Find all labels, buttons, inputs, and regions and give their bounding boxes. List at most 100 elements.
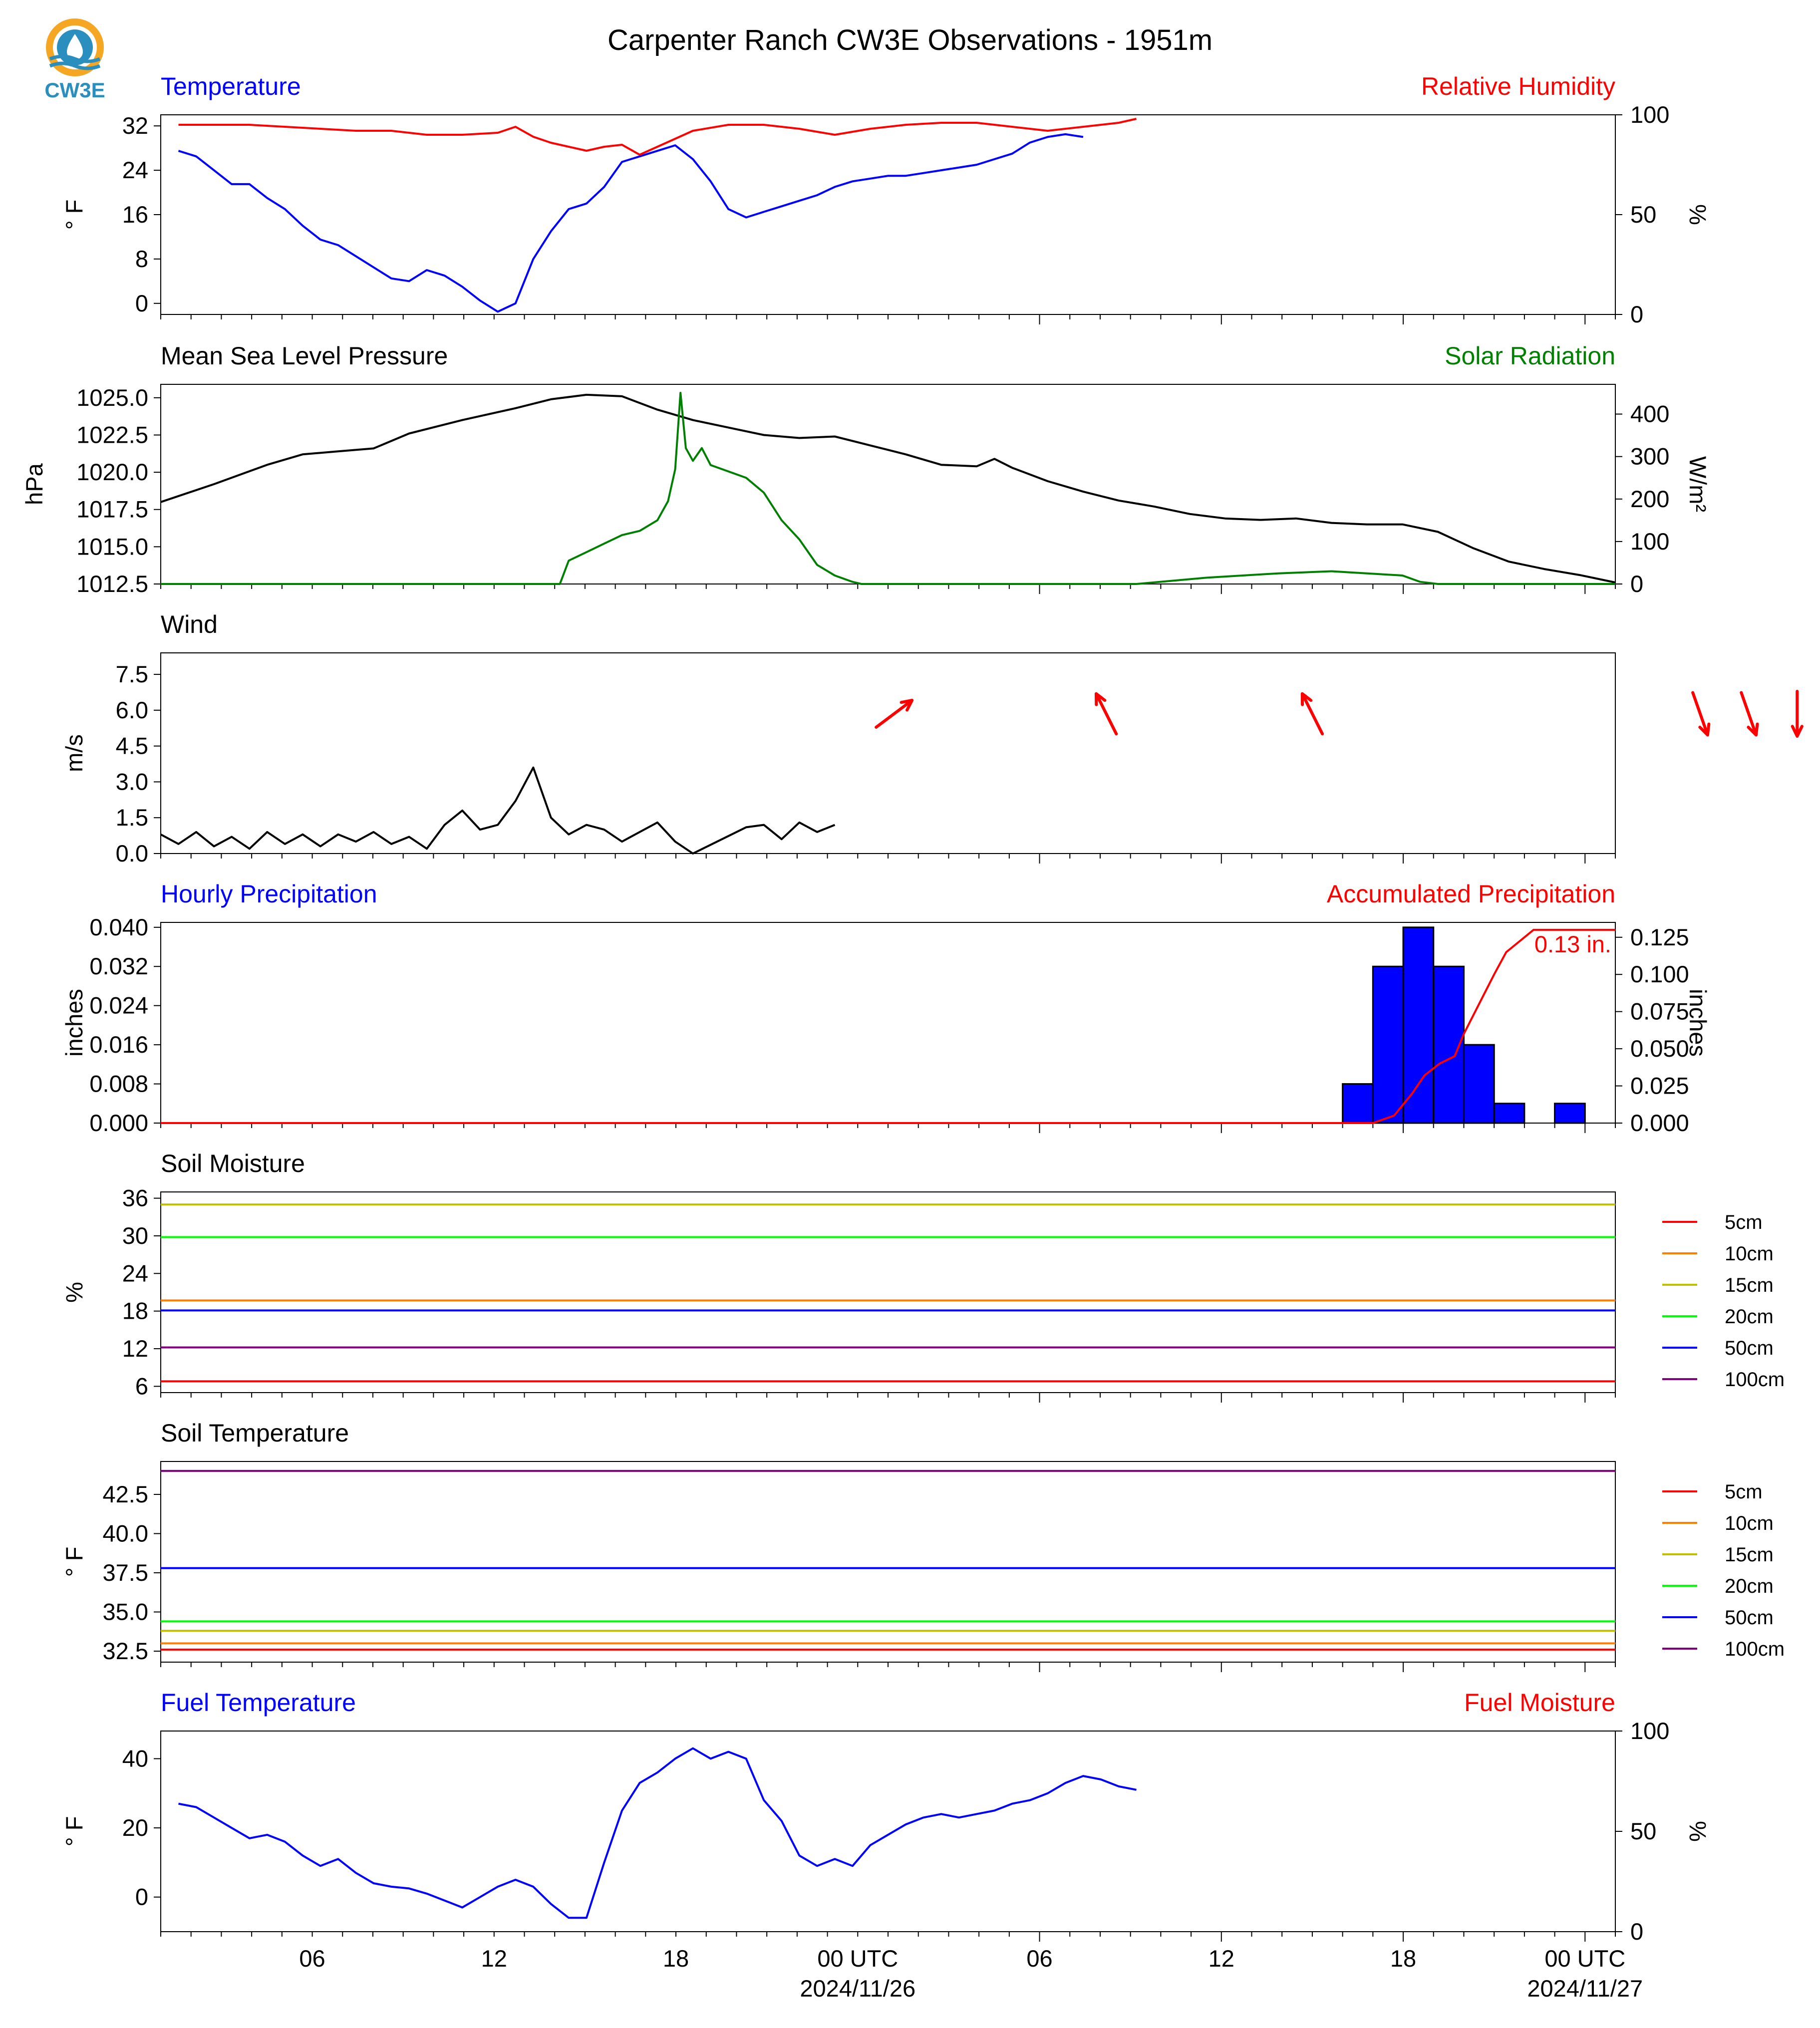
panel-title-left: Soil Temperature (161, 1419, 349, 1447)
y-tick-label: 24 (122, 1260, 148, 1286)
y-tick-label: 36 (122, 1185, 148, 1211)
y-tick-label: 1012.5 (76, 571, 148, 597)
series-line (178, 1747, 1137, 1919)
y-tick-label: 12 (122, 1335, 148, 1362)
legend-label: 20cm (1725, 1306, 1774, 1328)
plot-frame (160, 652, 1616, 854)
legend-label: 10cm (1725, 1243, 1774, 1265)
y-tick-label: 1020.0 (76, 459, 148, 485)
panel-fuel: Fuel Temperature Fuel Moisture 40 20 0 ° F 100… (61, 1689, 1711, 1945)
y-tick-label: 37.5 (103, 1559, 148, 1586)
legend-label: 20cm (1725, 1575, 1774, 1597)
y-tick-label: 0 (135, 290, 148, 316)
y-tick-label: 0.008 (89, 1071, 148, 1097)
series-line (160, 393, 1616, 583)
x-tick-label: 00 UTC (817, 1945, 898, 1972)
y-tick-label-right: 200 (1630, 486, 1669, 512)
y-tick-label: 42.5 (103, 1481, 148, 1507)
panel-title-right: Fuel Moisture (1464, 1689, 1615, 1717)
y-tick-label: 40.0 (103, 1520, 148, 1546)
x-date-label: 2024/11/27 (1527, 1975, 1643, 2002)
y-tick-label-right: 0 (1630, 1918, 1643, 1945)
y-tick-label: 24 (122, 157, 148, 183)
y-axis-label-right: % (1685, 204, 1711, 225)
wind-arrow (875, 699, 914, 729)
y-tick-label-right: 0.125 (1630, 924, 1689, 950)
y-tick-label: 4.5 (116, 733, 148, 759)
panel-title-right: Solar Radiation (1445, 342, 1615, 370)
x-tick-label: 18 (663, 1945, 689, 1972)
y-tick-label-right: 400 (1630, 401, 1669, 427)
y-axis-label: % (61, 1282, 87, 1303)
y-tick-label: 32.5 (103, 1638, 148, 1664)
y-axis-label: m/s (61, 734, 87, 772)
wind-arrow (1094, 692, 1118, 736)
page-title: Carpenter Ranch CW3E Observations - 1951… (607, 24, 1213, 56)
legend-label: 100cm (1725, 1638, 1785, 1660)
plot-frame (160, 384, 1616, 584)
panel-title-right: Relative Humidity (1421, 72, 1615, 100)
precip-bar (1493, 1103, 1525, 1124)
x-date-label: 2024/11/26 (800, 1975, 915, 2002)
y-tick-label: 8 (135, 246, 148, 272)
panel-soil-moisture: Soil Moisture 36 30 24 18 12 6% 5cm 10cm 15cm 20cm… (61, 1150, 1785, 1403)
wind-arrow (1300, 692, 1324, 736)
y-tick-label: 1025.0 (76, 384, 148, 411)
y-tick-label: 0.000 (89, 1110, 148, 1136)
y-tick-label: 0.016 (89, 1031, 148, 1058)
y-axis-label: ° F (61, 200, 87, 230)
panel-precipitation: Hourly Precipitation Accumulated Precipit… (61, 880, 1711, 1136)
y-tick-label: 20 (122, 1814, 148, 1841)
x-tick-label: 06 (1026, 1945, 1052, 1972)
y-tick-label-right: 0.100 (1630, 961, 1689, 987)
panel-title-left: Soil Moisture (161, 1150, 305, 1177)
precip-bar (1402, 926, 1435, 1124)
y-tick-label: 0.040 (89, 914, 148, 940)
legend-label: 5cm (1725, 1481, 1763, 1503)
y-tick-label: 1017.5 (76, 496, 148, 523)
y-tick-label: 30 (122, 1222, 148, 1249)
y-tick-label-right: 100 (1630, 528, 1669, 555)
y-tick-label: 0.0 (116, 840, 148, 867)
y-tick-label: 0 (135, 1884, 148, 1910)
legend-label: 50cm (1725, 1607, 1774, 1629)
y-tick-label: 6 (135, 1373, 148, 1399)
series-line (178, 133, 1084, 313)
legend-label: 10cm (1725, 1512, 1774, 1534)
precip-bar (1372, 965, 1404, 1124)
x-tick-label: 12 (481, 1945, 507, 1972)
series-line (178, 118, 1137, 156)
y-tick-label: 35.0 (103, 1599, 148, 1625)
y-tick-label: 18 (122, 1298, 148, 1324)
y-tick-label: 0.032 (89, 953, 148, 979)
y-axis-label: inches (61, 989, 87, 1057)
legend-label: 50cm (1725, 1337, 1774, 1359)
y-tick-label-right: 50 (1630, 1818, 1656, 1844)
y-tick-label-right: 0.000 (1630, 1110, 1689, 1136)
y-tick-label-right: 100 (1630, 1718, 1669, 1744)
panel-title-left: Mean Sea Level Pressure (161, 342, 448, 370)
accumulated-precip-line (161, 928, 1615, 1124)
y-tick-label-right: 100 (1630, 101, 1669, 128)
panel-title-left: Fuel Temperature (161, 1689, 356, 1717)
y-tick-label: 1022.5 (76, 421, 148, 448)
precip-bar (1554, 1103, 1586, 1124)
legend-label: 15cm (1725, 1274, 1774, 1296)
panel-title-left: Hourly Precipitation (161, 880, 377, 908)
plot-frame (160, 1461, 1616, 1663)
x-tick-label: 12 (1209, 1945, 1234, 1972)
y-tick-label-right: 0.075 (1630, 998, 1689, 1025)
y-tick-label-right: 0 (1630, 301, 1643, 327)
x-tick-label: 06 (299, 1945, 325, 1972)
y-tick-label-right: 0.025 (1630, 1073, 1689, 1099)
y-tick-label: 1015.0 (76, 533, 148, 560)
y-tick-label: 3.0 (116, 768, 148, 795)
plot-frame (160, 1191, 1616, 1393)
y-axis-label: ° F (61, 1816, 87, 1847)
accumulated-annotation: 0.13 in. (1534, 931, 1611, 957)
legend-label: 15cm (1725, 1544, 1774, 1566)
y-tick-label-right: 50 (1630, 201, 1656, 228)
legend-label: 5cm (1725, 1211, 1763, 1233)
y-tick-label: 0.024 (89, 992, 148, 1019)
y-tick-label-right: 300 (1630, 443, 1669, 470)
